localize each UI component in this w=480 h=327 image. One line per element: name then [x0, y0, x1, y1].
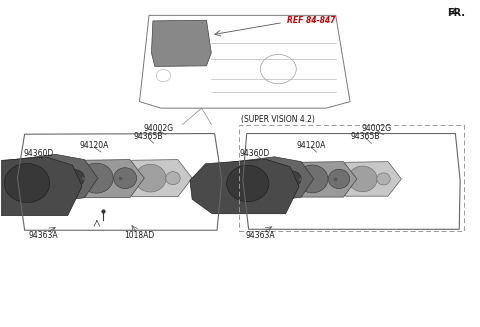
Text: (SUPER VISION 4.2): (SUPER VISION 4.2): [241, 115, 315, 124]
Ellipse shape: [244, 164, 278, 194]
Polygon shape: [283, 162, 357, 197]
Bar: [239, 125, 464, 231]
Text: 94002G: 94002G: [144, 124, 174, 133]
Ellipse shape: [227, 165, 269, 202]
Text: 94120A: 94120A: [296, 141, 325, 150]
Text: 94120A: 94120A: [79, 141, 108, 150]
Text: 94365B: 94365B: [351, 132, 380, 141]
Ellipse shape: [348, 166, 377, 192]
Polygon shape: [152, 20, 211, 66]
Polygon shape: [65, 160, 144, 198]
Ellipse shape: [4, 164, 50, 202]
Ellipse shape: [297, 165, 328, 193]
Polygon shape: [190, 159, 299, 214]
Text: 94360D: 94360D: [239, 149, 269, 158]
Polygon shape: [0, 157, 82, 215]
Ellipse shape: [328, 169, 350, 189]
Ellipse shape: [65, 170, 84, 187]
Polygon shape: [212, 157, 313, 199]
Ellipse shape: [283, 171, 301, 187]
Text: 94365B: 94365B: [133, 132, 163, 141]
Ellipse shape: [135, 164, 166, 192]
Ellipse shape: [166, 172, 180, 185]
Text: 94360D: 94360D: [24, 149, 54, 158]
Text: 1018AD: 1018AD: [124, 231, 155, 240]
Text: 94363A: 94363A: [246, 231, 276, 240]
Ellipse shape: [80, 163, 113, 193]
Text: 94002G: 94002G: [361, 124, 392, 133]
Text: REF 84-847: REF 84-847: [287, 16, 335, 25]
Ellipse shape: [377, 173, 390, 185]
Polygon shape: [329, 162, 401, 196]
Text: FR.: FR.: [447, 8, 465, 18]
Text: 94363A: 94363A: [29, 231, 59, 240]
Polygon shape: [0, 154, 98, 200]
Ellipse shape: [24, 162, 60, 194]
Ellipse shape: [114, 168, 137, 189]
Polygon shape: [114, 160, 192, 197]
